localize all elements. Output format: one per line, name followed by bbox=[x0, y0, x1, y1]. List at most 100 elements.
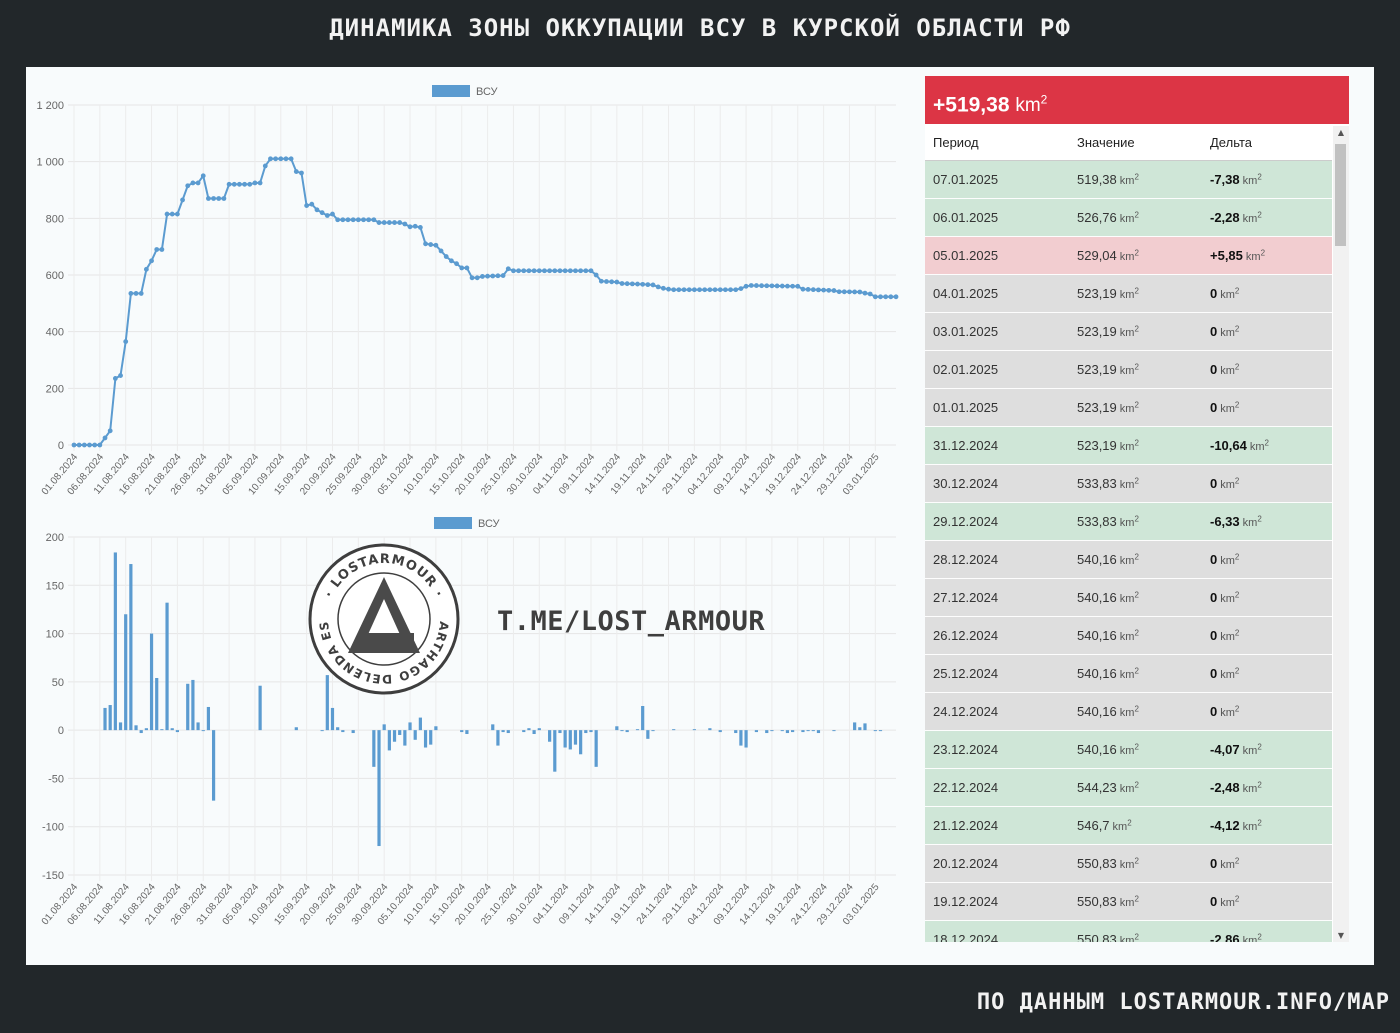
data-point bbox=[521, 268, 527, 274]
data-point bbox=[562, 268, 568, 274]
data-point bbox=[707, 287, 713, 293]
row-value: 523,19 km2 bbox=[1077, 324, 1139, 339]
data-point bbox=[448, 258, 454, 264]
data-point bbox=[87, 442, 92, 448]
data-point bbox=[180, 197, 185, 203]
data-point bbox=[143, 266, 149, 272]
row-delta: -4,07 km2 bbox=[1210, 742, 1262, 757]
data-point bbox=[733, 287, 739, 293]
data-point bbox=[697, 287, 702, 293]
data-point bbox=[857, 289, 863, 295]
data-bar bbox=[615, 726, 619, 731]
data-point bbox=[149, 258, 154, 264]
data-bar bbox=[491, 724, 495, 731]
row-value: 523,19 km2 bbox=[1077, 362, 1139, 377]
data-point bbox=[526, 268, 532, 274]
data-point bbox=[474, 275, 480, 281]
scroll-down-icon[interactable]: ▼ bbox=[1337, 931, 1345, 940]
header-delta: Дельта bbox=[1210, 134, 1252, 150]
data-point bbox=[867, 291, 873, 297]
table-row: 04.01.2025 523,19 km2 0 km2 bbox=[925, 275, 1332, 313]
y-tick-label: 1 000 bbox=[36, 157, 64, 169]
total-banner: +519,38 km2 bbox=[925, 76, 1349, 124]
data-point bbox=[123, 339, 129, 344]
y-tick-label: 150 bbox=[46, 580, 64, 592]
legend-swatch bbox=[434, 517, 472, 529]
scroll-up-icon[interactable]: ▲ bbox=[1337, 128, 1345, 137]
row-delta: 0 km2 bbox=[1210, 666, 1240, 681]
data-point bbox=[779, 283, 785, 289]
data-bar bbox=[258, 685, 262, 731]
data-point bbox=[428, 242, 434, 247]
data-point bbox=[754, 283, 759, 288]
data-point bbox=[598, 278, 604, 284]
row-value: 540,16 km2 bbox=[1077, 590, 1139, 605]
data-point bbox=[831, 288, 837, 293]
data-point bbox=[531, 268, 537, 274]
data-bar bbox=[832, 730, 836, 732]
data-point bbox=[299, 170, 304, 176]
row-date: 23.12.2024 bbox=[933, 742, 999, 757]
data-bar bbox=[160, 729, 164, 731]
data-point bbox=[748, 283, 754, 288]
data-bar bbox=[785, 730, 790, 734]
data-bar bbox=[387, 730, 391, 751]
data-point bbox=[340, 217, 346, 223]
data-point bbox=[469, 275, 475, 281]
data-bar bbox=[708, 728, 712, 731]
data-bar bbox=[155, 677, 159, 731]
table-row: 21.12.2024 546,7 km2 -4,12 km2 bbox=[925, 807, 1332, 845]
data-point bbox=[242, 181, 248, 187]
y-tick-label: 50 bbox=[52, 677, 64, 689]
legend-label: ВСУ bbox=[476, 86, 499, 98]
row-delta: 0 km2 bbox=[1210, 552, 1240, 567]
data-point bbox=[252, 180, 258, 186]
table-scrollbar[interactable]: ▲ ▼ bbox=[1333, 126, 1349, 942]
table-row: 26.12.2024 540,16 km2 0 km2 bbox=[925, 617, 1332, 655]
data-point bbox=[888, 294, 894, 300]
data-bar bbox=[196, 722, 200, 731]
row-date: 01.01.2025 bbox=[933, 400, 999, 415]
table-row: 07.01.2025 519,38 km2 -7,38 km2 bbox=[925, 161, 1332, 199]
data-point bbox=[262, 163, 268, 169]
data-bar bbox=[118, 722, 123, 731]
data-point bbox=[76, 442, 82, 448]
data-point bbox=[154, 247, 160, 252]
data-bar bbox=[801, 730, 805, 733]
data-point bbox=[645, 282, 651, 288]
data-point bbox=[268, 156, 273, 162]
data-bar bbox=[418, 717, 422, 731]
data-bar bbox=[434, 726, 438, 731]
row-date: 03.01.2025 bbox=[933, 324, 999, 339]
data-bar bbox=[770, 730, 774, 732]
table-row: 18.12.2024 550,83 km2 -2,86 km2 bbox=[925, 921, 1332, 942]
scrollbar-thumb[interactable] bbox=[1335, 144, 1346, 246]
data-point bbox=[309, 201, 315, 207]
data-point bbox=[671, 287, 677, 293]
data-point bbox=[893, 294, 899, 300]
y-tick-label: -50 bbox=[48, 773, 64, 785]
data-bar bbox=[413, 730, 417, 740]
data-point bbox=[81, 442, 87, 448]
data-point bbox=[774, 283, 780, 289]
data-bar bbox=[568, 730, 572, 750]
data-bar bbox=[635, 729, 640, 731]
data-point bbox=[640, 281, 646, 287]
data-point bbox=[71, 442, 77, 448]
data-point bbox=[728, 287, 733, 293]
data-point bbox=[237, 181, 242, 187]
data-point bbox=[764, 283, 770, 289]
data-point bbox=[635, 281, 640, 287]
series-line bbox=[74, 157, 896, 446]
data-point bbox=[624, 281, 630, 287]
data-point bbox=[423, 241, 428, 247]
data-bar bbox=[527, 728, 531, 731]
data-point bbox=[443, 254, 449, 259]
data-bar bbox=[506, 730, 510, 734]
data-point bbox=[112, 376, 118, 381]
data-point bbox=[185, 183, 191, 189]
data-bar bbox=[651, 730, 655, 732]
data-point bbox=[371, 217, 377, 223]
data-point bbox=[578, 268, 584, 274]
